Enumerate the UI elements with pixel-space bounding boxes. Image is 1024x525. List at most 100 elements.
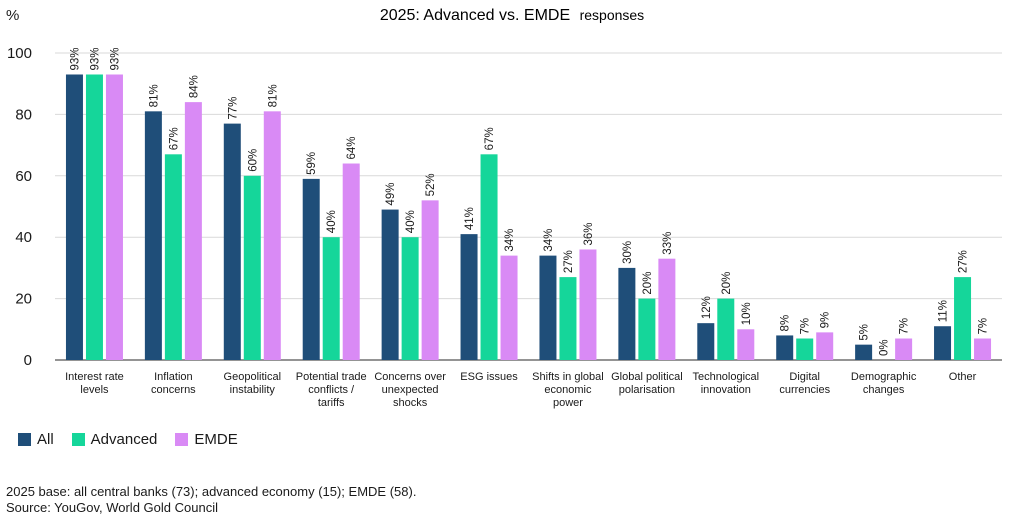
data-label: 11%: [938, 300, 950, 322]
category-label: Inflation concerns: [151, 371, 196, 396]
data-label: 34%: [504, 229, 516, 252]
data-label: 77%: [227, 97, 239, 120]
bar-all: [855, 344, 873, 360]
bar-emde: [263, 111, 281, 360]
chart-title-sub: responses: [580, 7, 645, 23]
data-label: 64%: [346, 136, 358, 159]
bar-advanced: [638, 298, 656, 360]
legend-item-emde: EMDE: [175, 431, 238, 448]
category-label: Geopolitical instability: [224, 371, 281, 396]
legend-swatch-all: [18, 433, 31, 446]
bar-emde: [500, 255, 518, 360]
data-label: 93%: [69, 47, 81, 70]
legend: All Advanced EMDE: [18, 431, 238, 448]
data-label: 20%: [642, 272, 654, 295]
data-label: 9%: [820, 312, 832, 329]
category-label: Other: [949, 371, 977, 383]
bar-all: [381, 209, 399, 360]
legend-label-all: All: [37, 431, 54, 448]
bar-advanced: [717, 298, 735, 360]
data-label: 67%: [484, 127, 496, 150]
bar-emde: [895, 338, 913, 360]
data-label: 40%: [326, 210, 338, 233]
bar-emde: [816, 332, 834, 360]
bar-advanced: [322, 237, 340, 360]
bar-all: [460, 234, 478, 360]
data-label: 33%: [662, 232, 674, 255]
data-label: 27%: [958, 250, 970, 273]
bar-advanced: [796, 338, 814, 360]
y-tick-label: 0: [24, 352, 32, 369]
legend-swatch-advanced: [71, 433, 85, 446]
x-axis: Interest rate levels Inflation concerns Geop…: [65, 371, 977, 409]
category-label: Potential trade conflicts / tariffs: [296, 371, 367, 409]
footnotes: 2025 base: all central banks (73); advan…: [6, 484, 416, 516]
bar-advanced: [401, 237, 419, 360]
category-label: Global political polarisation: [611, 371, 683, 396]
y-tick-label: 40: [15, 229, 32, 246]
bar-advanced: [954, 277, 972, 360]
chart: % 2025: Advanced vs. EMDE responses 0 20 4…: [6, 7, 1002, 409]
data-label: 34%: [543, 229, 555, 252]
y-axis: 0 20 40 60 80 100: [7, 45, 32, 369]
bar-all: [539, 255, 557, 360]
data-label: 30%: [622, 241, 634, 264]
data-label: 93%: [89, 47, 101, 70]
bar-advanced: [480, 154, 498, 360]
legend-swatch-emde: [175, 433, 189, 446]
data-label: 12%: [701, 296, 713, 319]
legend-label-advanced: Advanced: [90, 431, 158, 448]
data-label: 41%: [464, 207, 476, 230]
bar-all: [697, 323, 715, 360]
chart-title-main: 2025: Advanced vs. EMDE: [380, 7, 570, 24]
data-label: 60%: [247, 149, 259, 172]
bar-all: [776, 335, 794, 360]
data-label: 59%: [306, 152, 318, 175]
category-label: Shifts in global economic power: [532, 371, 604, 409]
base-note: 2025 base: all central banks (73); advan…: [6, 484, 417, 499]
data-label: 7%: [800, 318, 812, 335]
gridlines: [55, 52, 1002, 361]
data-label: 8%: [780, 315, 792, 332]
bar-all: [223, 123, 241, 360]
data-label: 36%: [583, 222, 595, 245]
data-label: 81%: [148, 84, 160, 107]
data-label: 27%: [563, 250, 575, 273]
data-label: 5%: [859, 324, 871, 341]
data-label: 7%: [899, 318, 911, 335]
data-label: 81%: [267, 84, 279, 107]
data-label: 40%: [405, 210, 417, 233]
data-label: 10%: [741, 302, 753, 325]
bar-advanced: [85, 74, 103, 361]
data-label: 84%: [188, 75, 200, 98]
y-tick-label: 80: [15, 106, 32, 123]
bar-emde: [658, 258, 676, 360]
category-label: ESG issues: [460, 371, 518, 383]
bar-emde: [579, 249, 597, 360]
category-label: Concerns over unexpected shocks: [374, 371, 446, 409]
bar-advanced: [559, 277, 577, 360]
bar-all: [934, 326, 952, 360]
source-note: Source: YouGov, World Gold Council: [6, 500, 218, 515]
bar-all: [302, 178, 320, 360]
bar-all: [144, 111, 162, 360]
legend-item-advanced: Advanced: [71, 431, 158, 448]
bar-emde: [342, 163, 360, 360]
bar-emde: [421, 200, 439, 360]
category-label: Demographic changes: [851, 371, 917, 396]
bar-all: [618, 267, 636, 360]
y-tick-label: 60: [15, 168, 32, 185]
legend-label-emde: EMDE: [194, 431, 238, 448]
y-axis-unit: %: [6, 7, 19, 24]
data-label: 20%: [721, 272, 733, 295]
legend-item-all: All: [18, 431, 54, 448]
bars: [65, 74, 992, 361]
y-tick-label: 20: [15, 291, 32, 308]
data-label: 0%: [879, 339, 891, 356]
bar-emde: [737, 329, 755, 360]
bar-advanced: [243, 175, 261, 360]
data-labels: 93% 93% 93% 81% 67% 84% 77% 60% 81% 59% 40% 64% 49% 4…: [69, 47, 989, 356]
data-label: 52%: [425, 173, 437, 196]
y-tick-label: 100: [7, 45, 32, 62]
chart-title: 2025: Advanced vs. EMDE responses: [380, 7, 644, 24]
